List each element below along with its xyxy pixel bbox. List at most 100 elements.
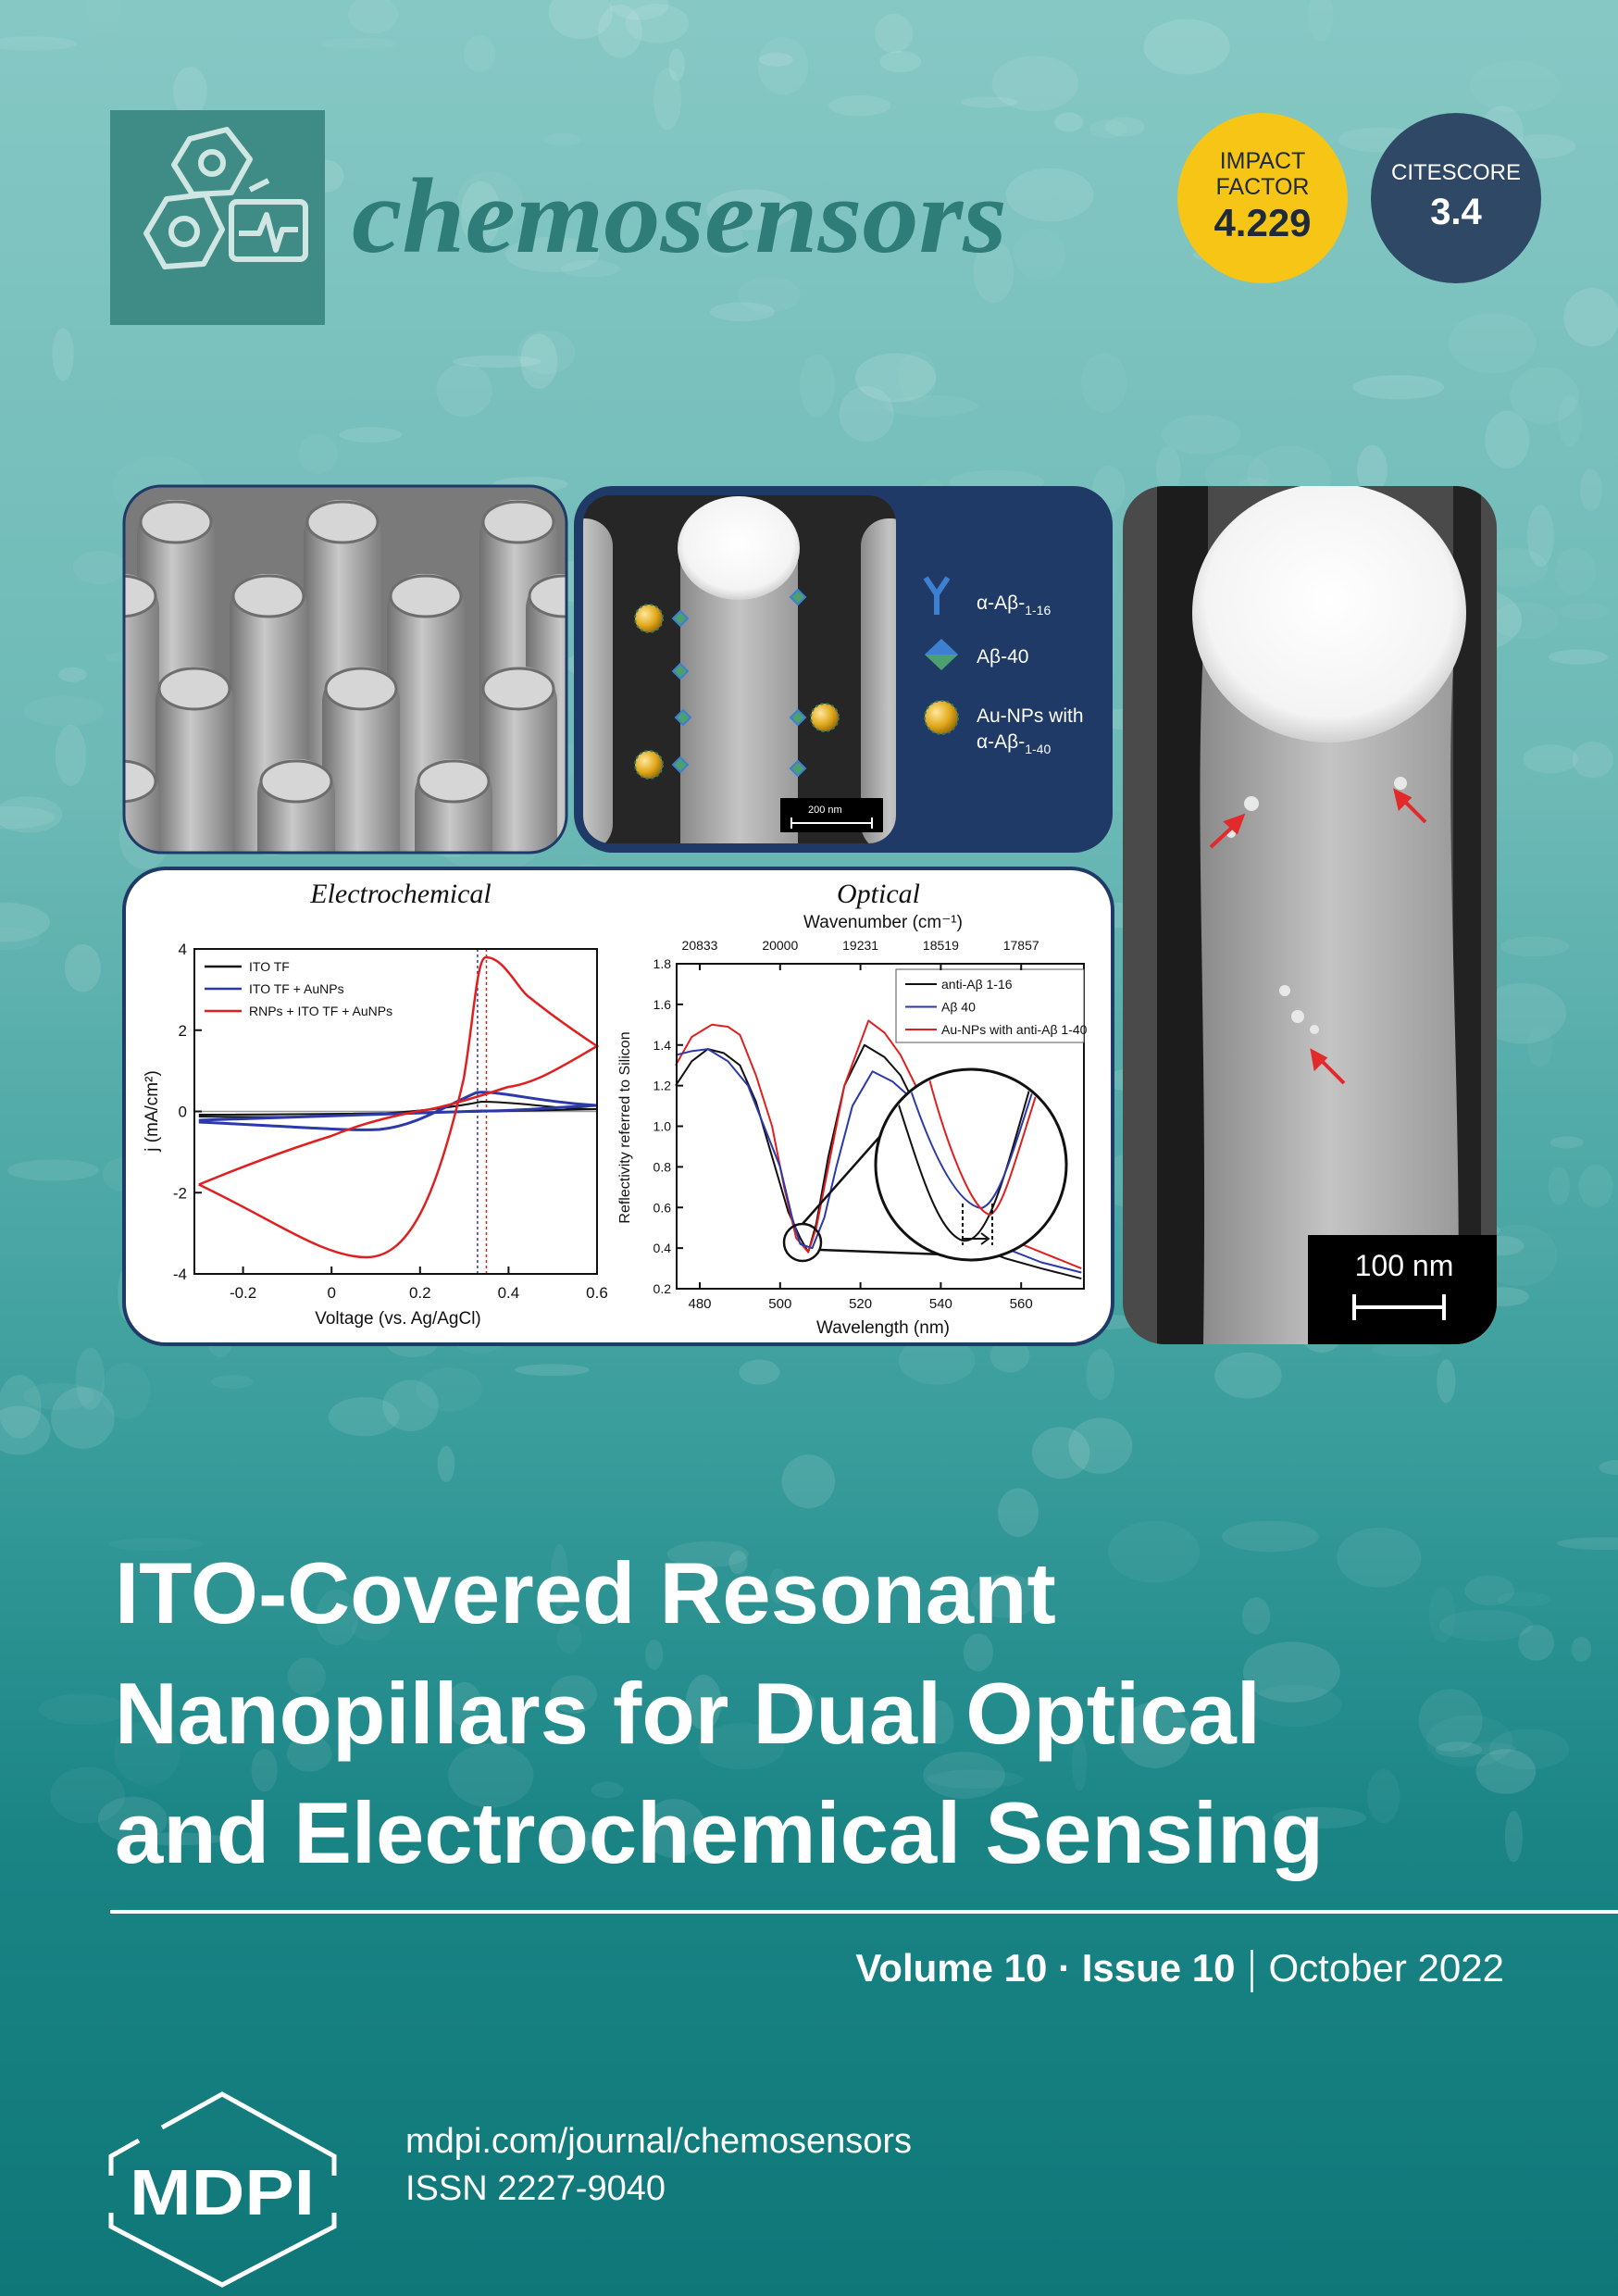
y-tick-label: -2 bbox=[173, 1184, 187, 1202]
texture-spot bbox=[1555, 548, 1596, 596]
x-tick-label: 0.6 bbox=[586, 1284, 608, 1302]
shape-path bbox=[925, 1071, 1047, 1217]
texture-spot bbox=[1272, 1807, 1367, 1829]
y-axis-label: Reflectivity referred to Silicon bbox=[617, 1031, 633, 1223]
texture-spot bbox=[448, 1742, 534, 1808]
texture-spot bbox=[437, 1445, 455, 1482]
texture-spot bbox=[795, 1693, 816, 1715]
shape-circle bbox=[924, 700, 959, 735]
texture-spot bbox=[926, 1700, 954, 1745]
texture-spot bbox=[839, 386, 894, 442]
texture-spot bbox=[55, 725, 87, 786]
texture-spot bbox=[1143, 19, 1230, 75]
issue-date: October 2022 bbox=[1268, 1946, 1504, 1990]
texture-spot bbox=[598, 4, 642, 58]
texture-spot bbox=[738, 277, 801, 313]
volume-issue: Volume 10 · Issue 10 bbox=[855, 1946, 1235, 1990]
shape-polygon bbox=[171, 127, 253, 197]
y-axis-label: j (mA/cm²) bbox=[143, 1070, 162, 1153]
shape-polyline bbox=[108, 2213, 337, 2288]
texture-spot bbox=[1221, 1520, 1319, 1553]
shape-g bbox=[1226, 777, 1407, 1034]
journal-logo bbox=[110, 110, 325, 325]
texture-spot bbox=[1559, 603, 1610, 619]
texture-spot bbox=[251, 1749, 278, 1792]
texture-spot bbox=[989, 1338, 1030, 1373]
texture-spot bbox=[666, 1541, 749, 1568]
texture-spot bbox=[1580, 468, 1602, 511]
texture-spot bbox=[452, 355, 541, 368]
y-tick-label: 1.0 bbox=[653, 1119, 672, 1134]
panel-title: Electrochemical bbox=[309, 879, 491, 909]
badge-label: FACTOR bbox=[1216, 174, 1310, 200]
texture-spot bbox=[172, 67, 207, 117]
texture-spot bbox=[0, 903, 51, 942]
legend-text: α-Aβ- bbox=[977, 593, 1025, 614]
texture-spot bbox=[768, 1567, 788, 1604]
texture-spot bbox=[550, 1675, 598, 1714]
texture-spot bbox=[1557, 1537, 1618, 1551]
texture-spot bbox=[1005, 168, 1094, 222]
texture-spot bbox=[39, 1693, 128, 1725]
texture-spot bbox=[1578, 1164, 1613, 1208]
texture-spot bbox=[645, 1640, 664, 1670]
shape-circle bbox=[1310, 1025, 1319, 1034]
texture-spot bbox=[460, 181, 501, 248]
texture-spot bbox=[1418, 1689, 1483, 1752]
texture-spot bbox=[1086, 1349, 1114, 1401]
shape-polygon bbox=[1223, 813, 1246, 835]
x-axis-label: Wavelength (nm) bbox=[816, 1318, 950, 1338]
shape-g bbox=[583, 495, 896, 843]
texture-spot bbox=[625, 4, 690, 44]
shape-polyline bbox=[108, 2138, 141, 2176]
texture-spot bbox=[210, 1375, 254, 1389]
texture-spot bbox=[328, 1397, 400, 1437]
peptide bbox=[789, 708, 807, 727]
texture-spot bbox=[52, 328, 74, 381]
texture-spot bbox=[781, 1454, 836, 1509]
texture-spot bbox=[1548, 1167, 1571, 1205]
texture-spot bbox=[24, 695, 105, 726]
top-tick-label: 17857 bbox=[1003, 938, 1039, 953]
journal-name: chemosensors bbox=[352, 157, 1007, 276]
shape-path bbox=[888, 1071, 1038, 1242]
micrograph-panel: 100 nm bbox=[1123, 486, 1497, 1344]
texture-spot bbox=[1518, 1625, 1555, 1661]
texture-spot bbox=[1477, 982, 1567, 1044]
texture-spot bbox=[1485, 410, 1530, 469]
badge-label: CITESCORE bbox=[1391, 160, 1521, 185]
texture-spot bbox=[728, 1550, 748, 1575]
texture-spot bbox=[927, 1769, 1023, 1790]
texture-spot bbox=[1460, 1741, 1516, 1755]
shape-polygon bbox=[1310, 1048, 1328, 1072]
shape-path bbox=[1200, 648, 1459, 1344]
publisher-logo: MDPI bbox=[108, 2091, 337, 2288]
shape-path bbox=[790, 817, 873, 829]
texture-spot bbox=[1510, 367, 1579, 425]
texture-spot bbox=[1068, 1417, 1133, 1474]
texture-spot bbox=[1054, 112, 1084, 132]
texture-spot bbox=[1014, 229, 1065, 280]
pillar bbox=[479, 667, 557, 853]
texture-spot bbox=[1488, 1728, 1570, 1770]
texture-spot bbox=[1435, 1741, 1483, 1758]
shape-rect bbox=[122, 484, 568, 855]
shape-line bbox=[1317, 1056, 1346, 1085]
texture-spot bbox=[998, 1488, 1039, 1538]
y-tick-label: 1.8 bbox=[653, 956, 672, 971]
texture-spot bbox=[101, 1363, 151, 1419]
texture-spot bbox=[1089, 119, 1127, 139]
pillar-top bbox=[124, 759, 157, 804]
texture-spot bbox=[1366, 1769, 1400, 1823]
legend-label: Au-NPs with anti-Aβ 1-40 bbox=[941, 1022, 1088, 1037]
texture-spot bbox=[286, 1736, 332, 1772]
y-tick-label: 0.2 bbox=[653, 1281, 672, 1296]
shape-polygon bbox=[143, 192, 225, 269]
texture-spot bbox=[1352, 375, 1445, 400]
texture-spot bbox=[1307, 0, 1334, 42]
texture-spot bbox=[1104, 117, 1145, 137]
legend-label: Aβ 40 bbox=[941, 1000, 976, 1015]
peptide bbox=[671, 755, 690, 774]
nanoparticle bbox=[634, 750, 664, 780]
